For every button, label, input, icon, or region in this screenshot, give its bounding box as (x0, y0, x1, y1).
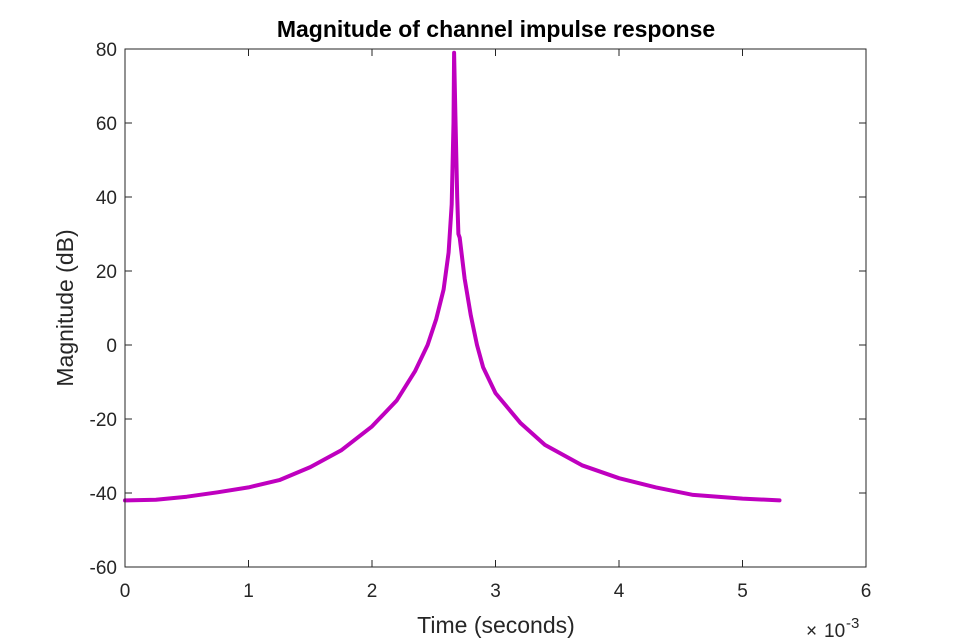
axes-box (124, 48, 867, 568)
x-tick-label: 1 (243, 581, 254, 602)
x-axis-label: Time (seconds) (417, 612, 575, 638)
y-tick-label: 60 (96, 114, 117, 135)
y-tick-label: 0 (106, 336, 117, 357)
y-tick-label: 80 (96, 40, 117, 61)
chart-title: Magnitude of channel impulse response (277, 16, 715, 42)
x-tick-label: 3 (490, 581, 501, 602)
y-axis-label: Magnitude (dB) (52, 229, 78, 386)
x-exponent-base: 10 (824, 621, 845, 642)
x-tick-label: 6 (861, 581, 872, 602)
y-tick-label: 40 (96, 188, 117, 209)
x-tick-label: 5 (737, 581, 748, 602)
y-tick-label: -40 (90, 484, 117, 505)
x-tick-label: 4 (614, 581, 625, 602)
x-exponent-multiplier: × (806, 621, 817, 642)
x-exponent-power: -3 (846, 615, 859, 632)
y-axis-ticks: -60 -40 -20 0 20 40 60 80 (90, 40, 866, 579)
x-axis-ticks: 0 1 2 3 4 5 6 (120, 49, 872, 602)
y-tick-label: 20 (96, 262, 117, 283)
series-line (123, 50, 782, 503)
y-tick-label: -20 (90, 410, 117, 431)
x-tick-label: 0 (120, 581, 131, 602)
x-exponent: × 10 -3 (806, 615, 859, 642)
y-tick-label: -60 (90, 558, 117, 579)
x-tick-label: 2 (367, 581, 378, 602)
